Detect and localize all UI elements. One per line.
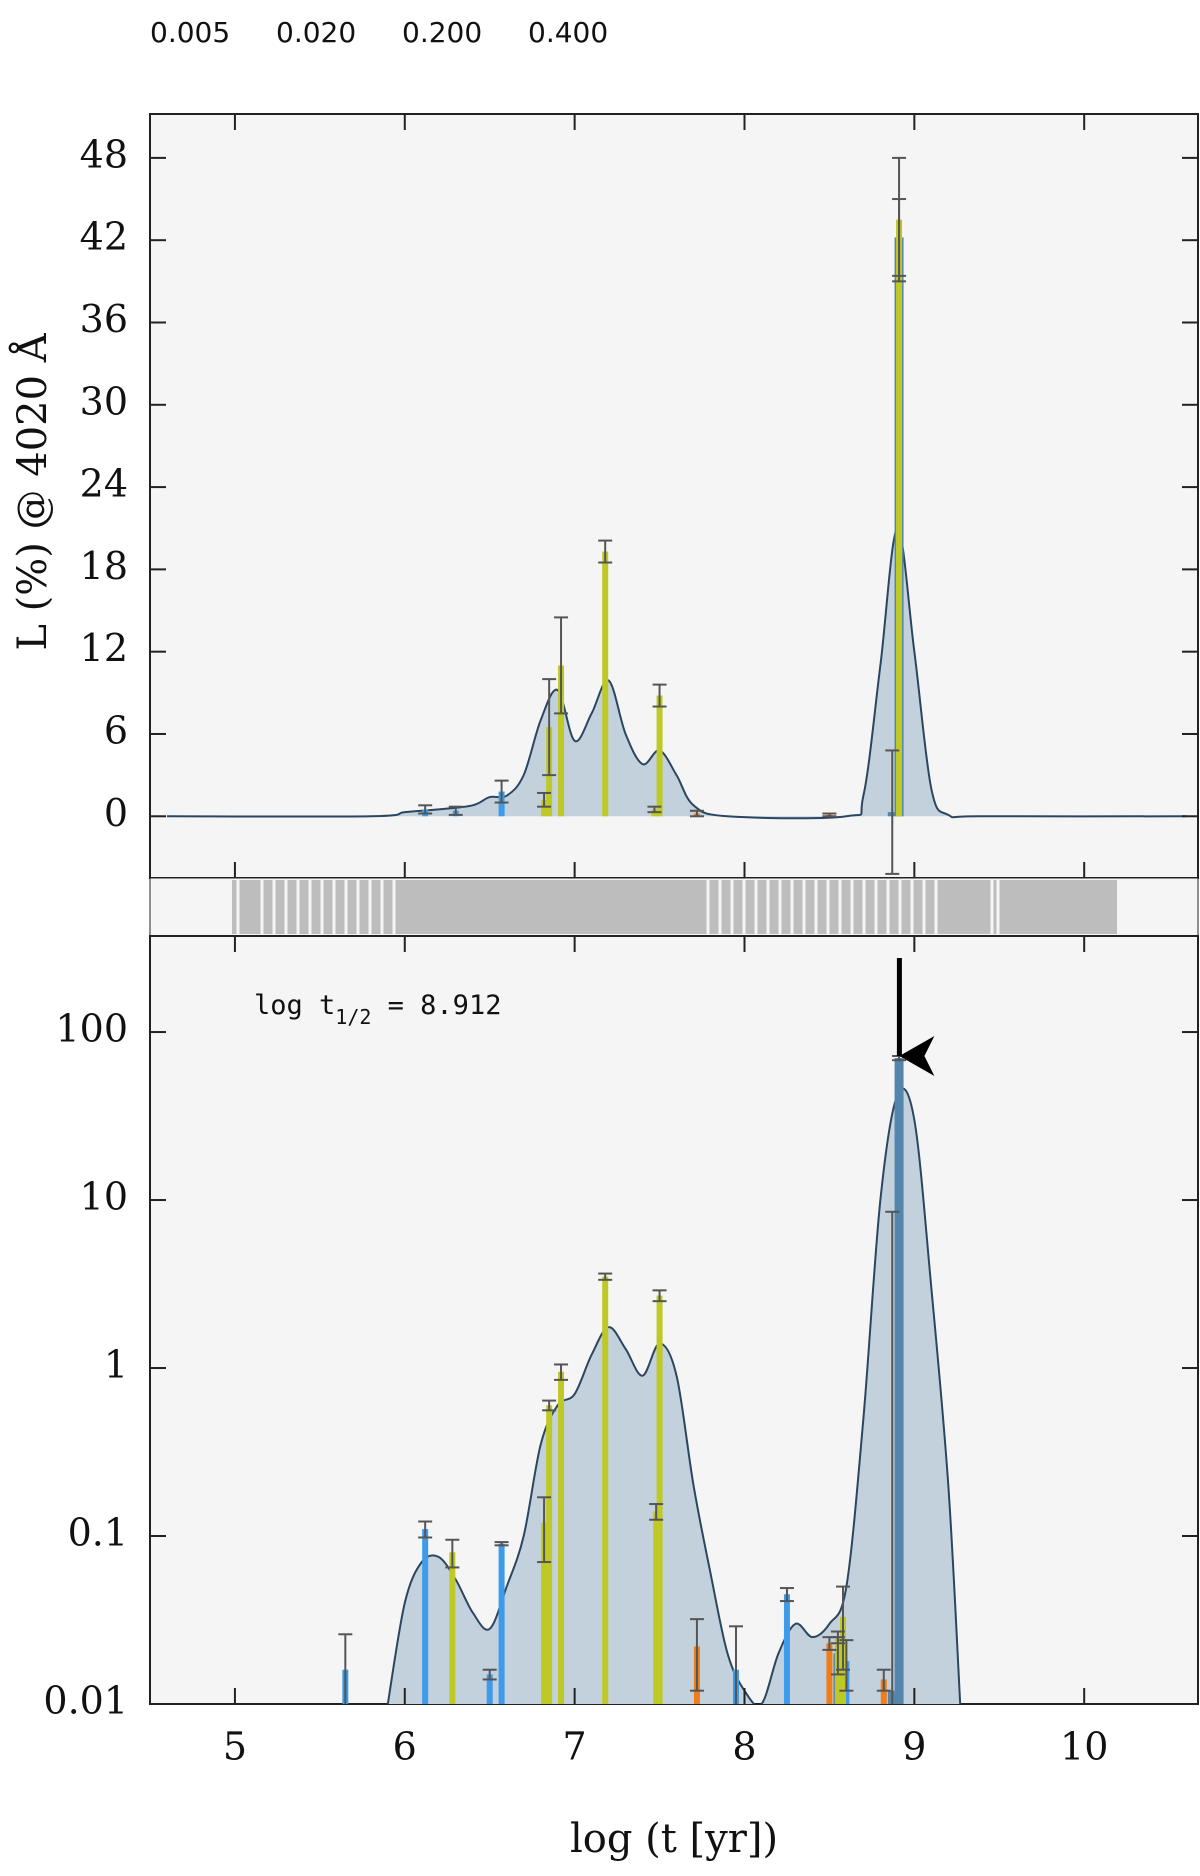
error-bar: [494, 1541, 509, 1547]
bar: [558, 1371, 565, 1704]
curve-line: [386, 1087, 962, 1704]
error-bar: [876, 1668, 891, 1692]
y-tick-label: 0: [104, 791, 128, 835]
annotation-part: log t: [254, 990, 335, 1021]
y-tick-label: 12: [80, 626, 128, 670]
y-tick-label: 6: [104, 708, 128, 752]
bar: [449, 1552, 456, 1704]
bar: [783, 1594, 790, 1704]
x-tick-label: 10: [1060, 1725, 1108, 1769]
x-tick-label: 9: [902, 1725, 926, 1769]
error-bar: [542, 678, 557, 777]
bar: [894, 1058, 904, 1704]
error-bar: [445, 1538, 460, 1569]
error-bar: [822, 1636, 837, 1651]
bar: [498, 791, 505, 817]
y-tick-label: 1: [104, 1343, 128, 1387]
error-bar: [338, 1633, 353, 1704]
legend-entry: 0.400: [528, 16, 608, 49]
age-strip-band: [232, 880, 1117, 934]
y-tick-label: 48: [80, 132, 128, 176]
error-bar: [885, 1210, 900, 1704]
error-bar: [598, 1272, 613, 1281]
error-bar: [839, 1639, 854, 1692]
curve-line: [166, 527, 1187, 820]
error-bar: [822, 812, 837, 818]
legend-entry: 0.020: [276, 16, 356, 49]
error-bar: [779, 1587, 794, 1603]
y-axis-label: L (%) @ 4020 Å: [9, 332, 56, 650]
age-strip-gaps: [236, 880, 1000, 934]
plot-area: [338, 1055, 962, 1704]
error-bar: [689, 809, 704, 818]
error-bar: [649, 1503, 664, 1521]
y-tick-label: 36: [80, 297, 128, 341]
legend-entry: 0.005: [150, 16, 230, 49]
bar: [498, 1543, 505, 1704]
y-tick-label: 0.1: [68, 1511, 128, 1555]
bar: [826, 1643, 833, 1704]
error-bar: [542, 1399, 557, 1412]
bar: [656, 695, 663, 817]
x-tick-label: 7: [563, 1725, 587, 1769]
y-tick-label: 30: [80, 379, 128, 423]
y-tick-label: 10: [80, 1175, 128, 1219]
error-bar: [554, 616, 569, 715]
bar: [896, 219, 903, 817]
error-bar: [482, 1668, 497, 1681]
error-bar: [537, 1496, 552, 1564]
y-tick-label: 0.01: [43, 1679, 128, 1723]
annotation-part: = 8.912: [371, 990, 501, 1021]
error-bar: [598, 539, 613, 564]
bar: [558, 665, 565, 817]
error-bar: [652, 683, 667, 708]
error-bar: [494, 779, 509, 804]
bar: [422, 1529, 429, 1704]
error-bar: [647, 805, 662, 814]
y-tick-label: 24: [80, 462, 128, 506]
x-tick-label: 5: [223, 1725, 247, 1769]
bar: [602, 1276, 609, 1704]
plot-area: [166, 156, 1187, 875]
annotation: log t1/2 = 8.912: [254, 990, 501, 1029]
annotation-part: 1/2: [335, 1005, 371, 1029]
error-bar: [885, 749, 900, 875]
x-tick-label: 6: [393, 1725, 417, 1769]
x-axis-label: log (t [yr]): [570, 1816, 778, 1862]
error-bar: [418, 804, 433, 815]
bar: [486, 1674, 493, 1704]
panel-top: [149, 113, 1199, 879]
x-tick-label: 8: [732, 1725, 756, 1769]
bar: [541, 799, 548, 817]
bar: [602, 551, 609, 817]
error-bar: [728, 1625, 743, 1704]
error-bar: [689, 1618, 704, 1692]
error-bar: [652, 1289, 667, 1303]
bar: [541, 1522, 548, 1704]
bar: [656, 1295, 663, 1704]
legend-entry: 0.200: [402, 16, 482, 49]
y-tick-label: 18: [80, 544, 128, 588]
bar: [546, 1405, 553, 1704]
y-tick-label: 42: [80, 215, 128, 259]
error-bar: [537, 791, 552, 808]
bar: [653, 1511, 660, 1704]
y-tick-label: 100: [55, 1007, 128, 1051]
error-bar: [892, 156, 907, 283]
error-bar: [418, 1520, 433, 1539]
curve-area: [387, 1088, 961, 1704]
bar: [880, 1679, 887, 1704]
error-bar: [836, 1585, 851, 1671]
error-bar: [554, 1363, 569, 1381]
error-bar: [448, 805, 463, 816]
